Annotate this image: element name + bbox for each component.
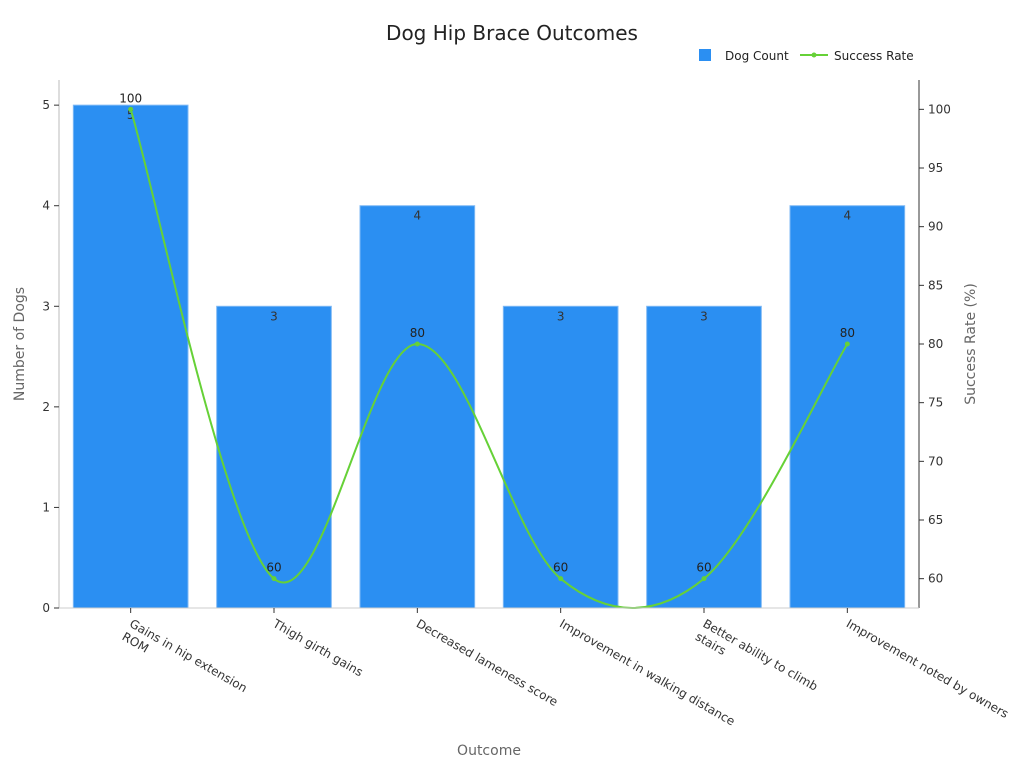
success-rate-value-label: 60 [266, 561, 281, 575]
bar-gains-in-hip-extension-rom [72, 104, 189, 609]
right-tick-label: 60 [928, 572, 943, 586]
success-rate-point [701, 576, 707, 582]
x-tick-label-line: Gains in hip extension [127, 616, 249, 695]
bar-value-label: 4 [844, 209, 852, 223]
success-rate-value-label: 60 [553, 561, 568, 575]
left-tick-label: 3 [42, 299, 50, 313]
right-tick-label: 80 [928, 337, 943, 351]
right-tick-label: 90 [928, 220, 943, 234]
success-rate-value-label: 80 [840, 326, 855, 340]
legend-success-rate-marker [811, 52, 817, 58]
y-axis-label: Number of Dogs [12, 287, 28, 401]
bar-value-label: 3 [557, 309, 565, 323]
left-tick-label: 0 [42, 601, 50, 615]
bars-group [72, 104, 906, 609]
x-tick-label-improvement-noted-by-owners: Improvement noted by owners [844, 616, 1011, 721]
success-rate-point [271, 576, 277, 582]
success-rate-series: 100 60 80 60 60 80 [119, 91, 855, 609]
x-tick-label-line: Thigh girth gains [270, 616, 366, 679]
bar-improvement-noted-by-owners [789, 205, 906, 609]
left-tick-label: 4 [42, 199, 50, 213]
x-axis-label: Outcome [457, 743, 521, 759]
success-rate-point [128, 106, 134, 112]
x-tick-label-decreased-lameness-score: Decreased lameness score [414, 616, 560, 709]
bar-labels-group: 5 3 4 3 3 4 [127, 108, 851, 323]
bar-value-label: 3 [700, 309, 708, 323]
success-rate-point [558, 576, 564, 582]
right-tick-label: 85 [928, 278, 943, 292]
right-tick-label: 100 [928, 102, 951, 116]
chart-title: Dog Hip Brace Outcomes [386, 21, 638, 45]
x-tick-label-line: Improvement noted by owners [844, 616, 1011, 721]
success-rate-value-label: 60 [696, 561, 711, 575]
y2-axis-label: Success Rate (%) [963, 283, 979, 405]
left-tick-label: 1 [42, 500, 50, 514]
right-tick-label: 70 [928, 454, 943, 468]
right-axis-ticks: 60 65 70 75 80 85 90 95 100 [919, 102, 951, 586]
x-tick-label-better-ability-to-climb-stairs: Better ability to climbstairs [693, 616, 820, 706]
success-rate-point [414, 341, 420, 347]
x-tick-label-thigh-girth-gains: Thigh girth gains [270, 616, 366, 679]
right-tick-label: 65 [928, 513, 943, 527]
success-rate-point [844, 341, 850, 347]
legend-success-rate-label: Success Rate [834, 49, 914, 63]
bar-decreased-lameness-score [359, 205, 476, 609]
right-tick-label: 95 [928, 161, 943, 175]
success-rate-value-label: 80 [410, 326, 425, 340]
legend-dog-count-label: Dog Count [725, 49, 789, 63]
left-tick-label: 5 [42, 98, 50, 112]
x-axis-ticks: Gains in hip extensionROM Thigh girth gai… [120, 608, 1011, 729]
x-tick-label-line: Decreased lameness score [414, 616, 560, 709]
left-tick-label: 2 [42, 400, 50, 414]
bar-value-label: 5 [127, 108, 135, 122]
bar-value-label: 4 [414, 209, 422, 223]
left-axis-ticks: 0 1 2 3 4 5 [42, 98, 59, 615]
success-rate-value-label: 100 [119, 91, 142, 105]
legend[interactable]: Dog Count Success Rate [699, 49, 914, 63]
legend-dog-count-swatch [699, 49, 711, 61]
right-tick-label: 75 [928, 396, 943, 410]
success-rate-line [129, 109, 849, 609]
bar-value-label: 3 [270, 309, 278, 323]
bar-improvement-in-walking-distance [502, 305, 619, 609]
x-tick-label-gains-in-hip-extension-rom: Gains in hip extensionROM [120, 616, 250, 708]
